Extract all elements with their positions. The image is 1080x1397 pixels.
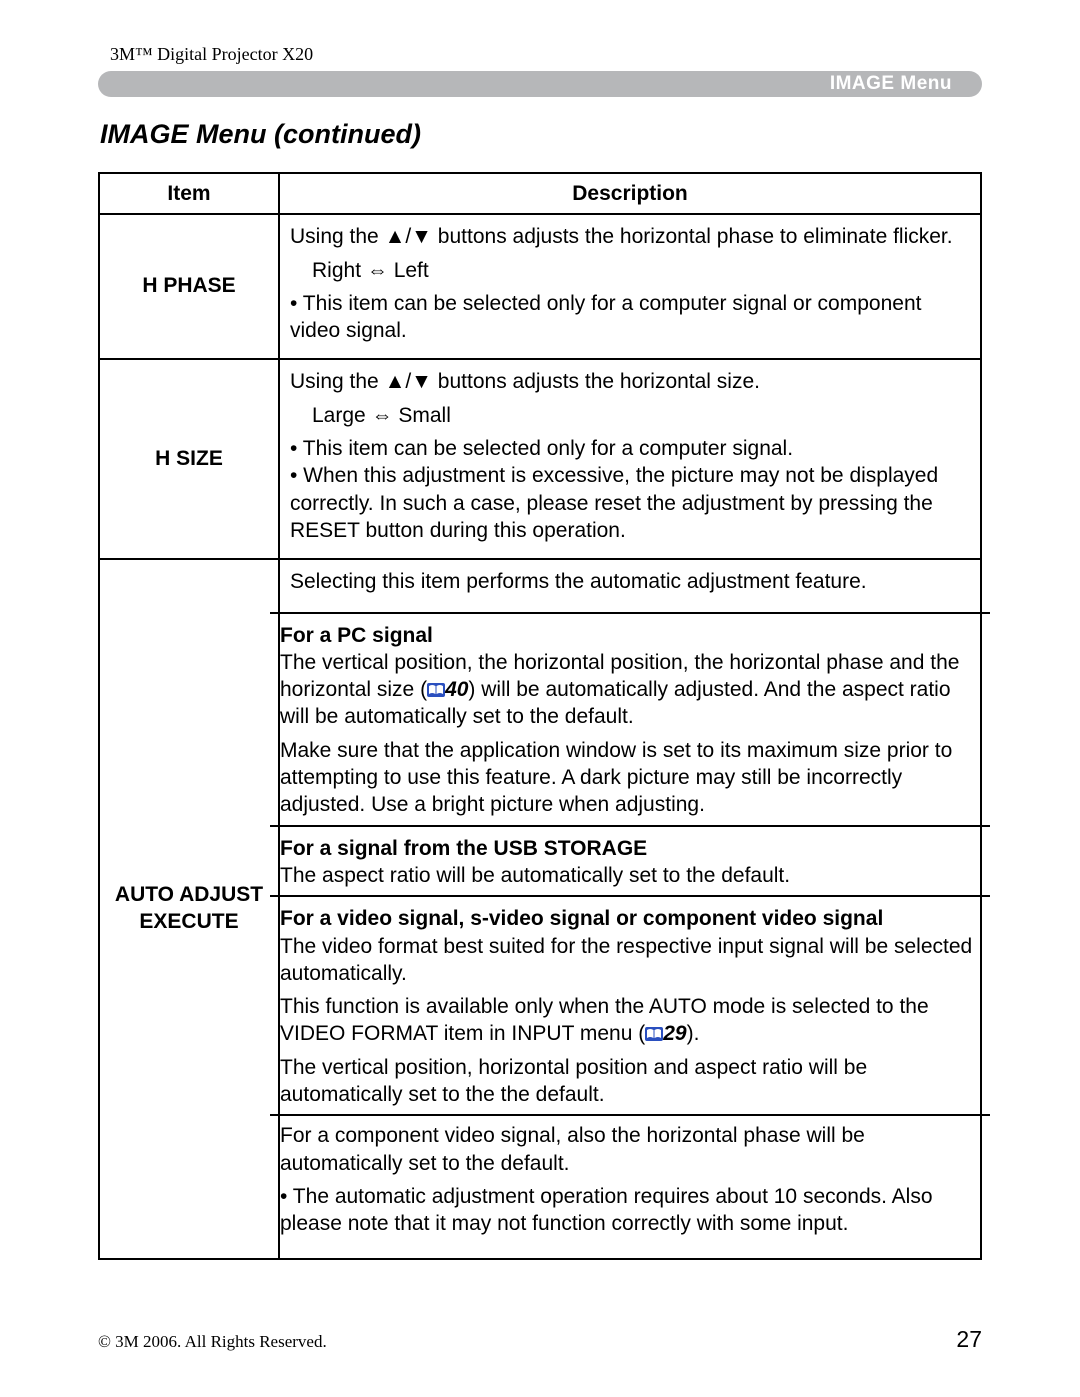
book-icon: [427, 683, 445, 697]
menu-table: Item Description H PHASE Using the ▲/▼ b…: [98, 172, 982, 1260]
table-row: AUTO ADJUST EXECUTE Selecting this item …: [99, 559, 981, 1258]
text: The aspect ratio will be automatically s…: [280, 862, 980, 889]
section-title: IMAGE Menu (continued): [100, 119, 982, 150]
table-row: H SIZE Using the ▲/▼ buttons adjusts the…: [99, 359, 981, 559]
subhead-pc: For a PC signal: [280, 624, 433, 647]
text: • When this adjustment is excessive, the…: [290, 462, 970, 544]
text: Using the: [290, 225, 385, 248]
text: buttons adjusts the horizontal size.: [432, 370, 760, 393]
text: • The automatic adjustment operation req…: [280, 1183, 980, 1238]
item-name-hphase: H PHASE: [99, 214, 279, 359]
table-row: H PHASE Using the ▲/▼ buttons adjusts th…: [99, 214, 981, 359]
subhead-usb: For a signal from the USB STORAGE: [280, 837, 647, 860]
col-header-item: Item: [99, 173, 279, 214]
book-icon: [645, 1027, 663, 1041]
page-ref: 29: [663, 1022, 686, 1045]
copyright: © 3M 2006. All Rights Reserved.: [98, 1332, 327, 1352]
text: • This item can be selected only for a c…: [290, 435, 970, 462]
page-ref: 40: [445, 678, 468, 701]
text: buttons adjusts the horizontal phase to …: [432, 225, 953, 248]
text: Using the: [290, 370, 385, 393]
menu-header-bar: IMAGE Menu: [98, 71, 982, 97]
menu-header-label: IMAGE Menu: [830, 71, 952, 97]
text: Make sure that the application window is…: [280, 737, 980, 819]
item-desc-hsize: Using the ▲/▼ buttons adjusts the horizo…: [279, 359, 981, 559]
item-name-autoadjust: AUTO ADJUST EXECUTE: [99, 559, 279, 1258]
text: This function is available only when the…: [280, 995, 929, 1045]
item-desc-autoadjust: Selecting this item performs the automat…: [279, 559, 981, 1258]
text: Right ⇔ Left: [290, 257, 970, 284]
text: The video format best suited for the res…: [280, 933, 980, 988]
text: For a component video signal, also the h…: [280, 1122, 980, 1177]
text: AUTO ADJUST: [115, 883, 263, 906]
text: ).: [687, 1022, 700, 1045]
text: Large ⇔ Small: [290, 402, 970, 429]
product-header: 3M™ Digital Projector X20: [110, 44, 982, 65]
col-header-description: Description: [279, 173, 981, 214]
text: The vertical position, horizontal positi…: [280, 1054, 980, 1109]
page: 3M™ Digital Projector X20 IMAGE Menu IMA…: [0, 0, 1080, 1397]
subhead-video: For a video signal, s-video signal or co…: [280, 907, 883, 930]
page-number: 27: [956, 1326, 982, 1353]
text: EXECUTE: [139, 910, 238, 933]
arrow-buttons: ▲/▼: [385, 225, 432, 248]
text: Selecting this item performs the automat…: [290, 568, 970, 595]
text: • This item can be selected only for a c…: [290, 290, 970, 345]
item-desc-hphase: Using the ▲/▼ buttons adjusts the horizo…: [279, 214, 981, 359]
item-name-hsize: H SIZE: [99, 359, 279, 559]
page-footer: © 3M 2006. All Rights Reserved. 27: [98, 1326, 982, 1353]
arrow-buttons: ▲/▼: [385, 370, 432, 393]
table-header-row: Item Description: [99, 173, 981, 214]
